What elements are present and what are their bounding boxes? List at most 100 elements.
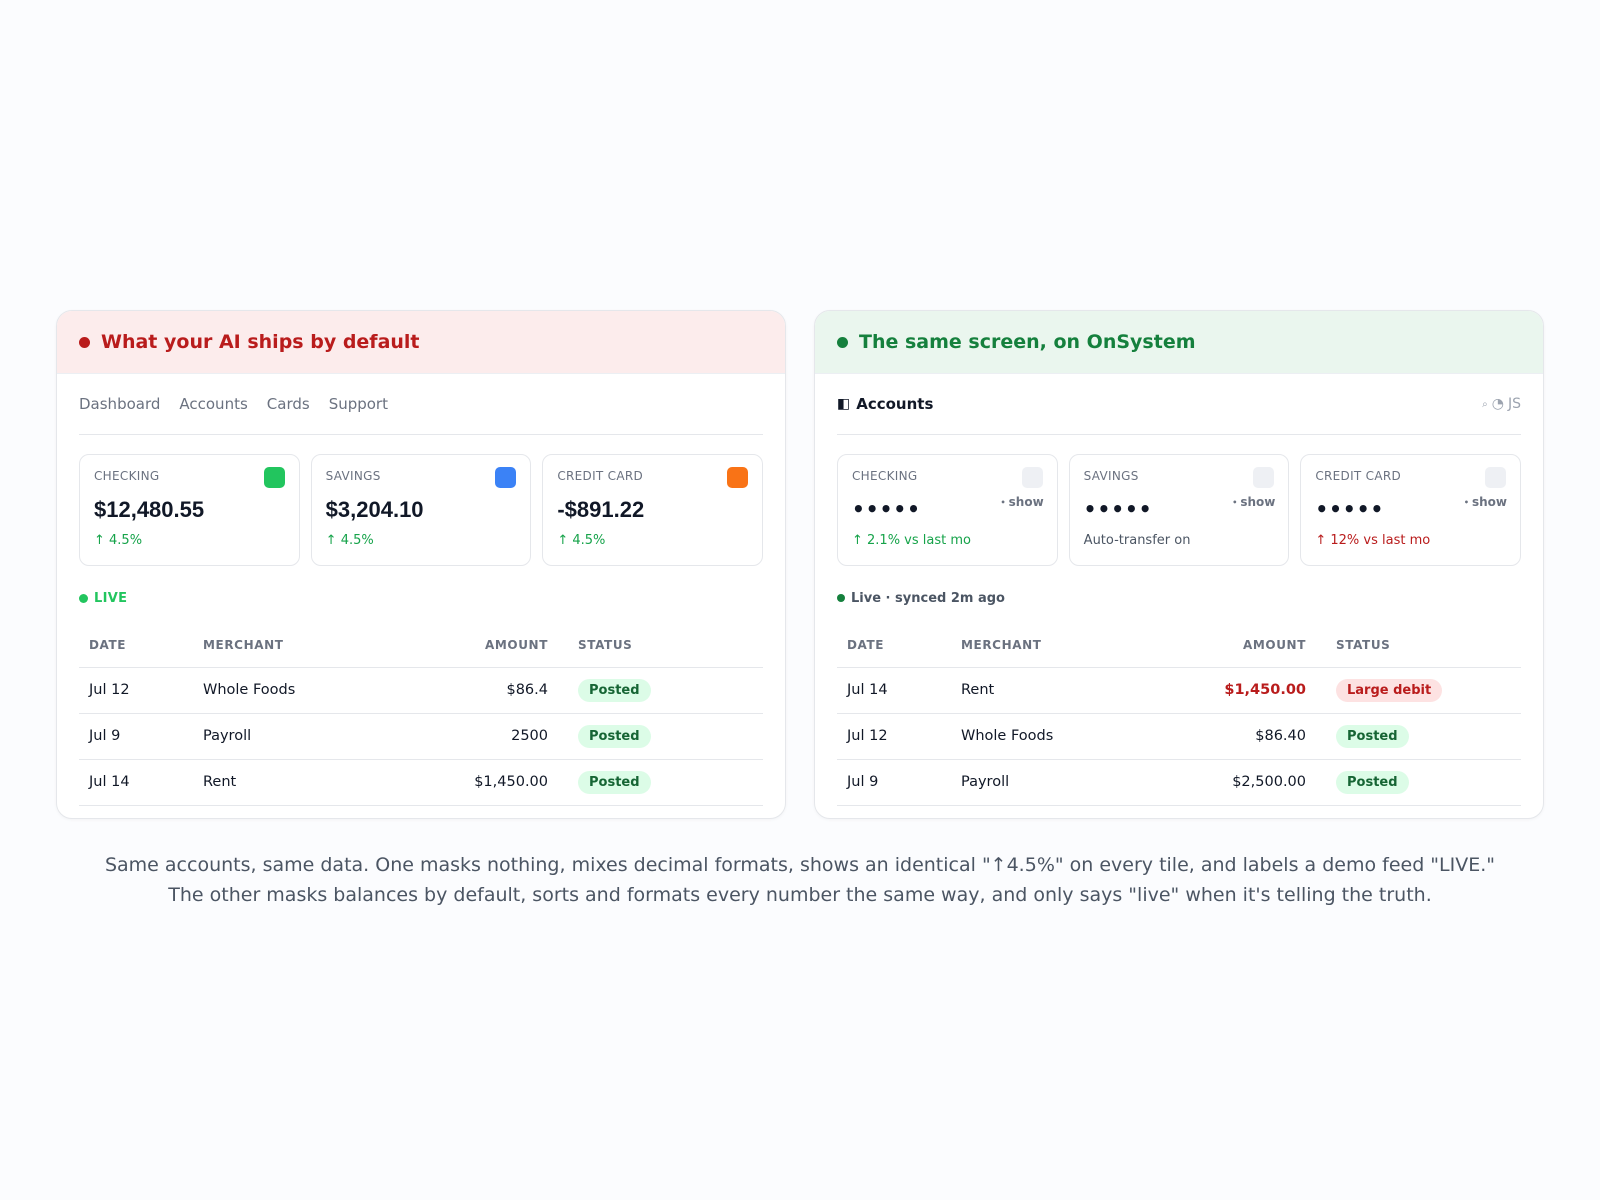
live-label: LIVE <box>94 590 128 606</box>
row-amount: $1,450.00 <box>1131 667 1326 714</box>
tile-change: ↑ 4.5% <box>94 533 143 548</box>
tile-checking[interactable]: CHECKING ••••• • show ↑ 2.1% vs last mo <box>837 454 1058 566</box>
default-ai-panel: What your AI ships by default Dashboard … <box>56 310 786 819</box>
header-merchant[interactable]: MERCHANT <box>951 623 1131 668</box>
sidebar-toggle-icon[interactable]: ◧ <box>837 396 851 412</box>
show-balance-button[interactable]: • show <box>1464 495 1507 509</box>
avatar[interactable]: JS <box>1507 396 1521 412</box>
show-balance-button[interactable]: • show <box>1001 495 1044 509</box>
onsystem-panel: The same screen, on OnSystem ◧ Accounts … <box>814 310 1544 819</box>
table-row[interactable]: Jul 12 Whole Foods $86.4 Posted <box>79 667 763 714</box>
row-date: Jul 14 <box>837 667 951 714</box>
status-badge: Posted <box>578 724 651 748</box>
nav-dashboard[interactable]: Dashboard <box>79 395 161 413</box>
tile-label: CHECKING <box>852 469 918 483</box>
account-color-icon <box>495 467 517 488</box>
tile-change: ↑ 4.5% <box>557 533 606 548</box>
tile-savings[interactable]: SAVINGS $3,204.10 ↑ 4.5% <box>310 454 532 566</box>
search-icon[interactable]: ⌕ <box>1482 398 1488 410</box>
masked-balance: ••••• <box>1083 497 1153 521</box>
panel-header: What your AI ships by default <box>57 311 785 374</box>
tile-savings[interactable]: SAVINGS ••••• • show Auto-transfer on <box>1068 454 1290 566</box>
header-amount[interactable]: AMOUNT <box>373 623 568 668</box>
tile-change: ↑ 4.5% <box>325 533 374 548</box>
table-row[interactable]: Jul 12 Whole Foods $86.40 Posted <box>837 713 1521 760</box>
tile-balance: $12,480.55 <box>94 497 205 522</box>
show-label: show <box>1008 495 1044 509</box>
tile-credit-card[interactable]: CREDIT CARD -$891.22 ↑ 4.5% <box>542 454 764 566</box>
status-badge: Posted <box>1336 770 1409 794</box>
tile-change: ↑ 2.1% vs last mo <box>852 533 971 548</box>
live-dot-icon <box>837 594 845 602</box>
row-date: Jul 12 <box>79 667 193 714</box>
tile-balance: $3,204.10 <box>325 497 424 522</box>
row-merchant: Rent <box>193 759 373 806</box>
table-row[interactable]: Jul 14 Rent $1,450.00 Posted <box>79 759 763 806</box>
accounts-header: ◧ Accounts ⌕ ◔ JS <box>837 374 1521 435</box>
nav-support[interactable]: Support <box>328 395 388 413</box>
account-color-icon <box>1253 467 1275 488</box>
tile-label: SAVINGS <box>325 469 381 483</box>
row-merchant: Whole Foods <box>193 667 373 714</box>
row-date: Jul 9 <box>79 713 193 760</box>
status-badge: Posted <box>578 770 651 794</box>
comparison-caption: Same accounts, same data. One masks noth… <box>0 850 1600 910</box>
transactions-table: DATE MERCHANT AMOUNT STATUS Jul 14 Rent … <box>837 623 1521 806</box>
tile-change: ↑ 12% vs last mo <box>1315 533 1431 548</box>
table-row[interactable]: Jul 14 Rent $1,450.00 Large debit <box>837 667 1521 714</box>
page-title: Accounts <box>856 395 934 413</box>
account-color-icon <box>727 467 749 488</box>
comparison-panels: What your AI ships by default Dashboard … <box>56 310 1544 819</box>
table-row[interactable]: Jul 9 Payroll 2500 Posted <box>79 713 763 760</box>
table-header-row: DATE MERCHANT AMOUNT STATUS <box>837 623 1521 668</box>
show-label: show <box>1472 495 1508 509</box>
top-nav: Dashboard Accounts Cards Support <box>79 374 763 435</box>
tile-balance: -$891.22 <box>557 497 645 522</box>
transactions-table: DATE MERCHANT AMOUNT STATUS Jul 12 Whole… <box>79 623 763 806</box>
row-amount: $2,500.00 <box>1131 759 1326 806</box>
header-date[interactable]: DATE <box>79 623 193 668</box>
red-dot-icon <box>79 336 90 348</box>
account-tiles: CHECKING $12,480.55 ↑ 4.5% SAVINGS $3,20… <box>79 454 764 566</box>
table-header-row: DATE MERCHANT AMOUNT STATUS <box>79 623 763 668</box>
nav-cards[interactable]: Cards <box>266 395 310 413</box>
live-indicator: LIVE <box>79 590 763 606</box>
eye-icon: • <box>1000 498 1006 507</box>
header-tools: ⌕ ◔ JS <box>1482 396 1521 412</box>
status-badge: Posted <box>1336 724 1409 748</box>
panel-title: The same screen, on OnSystem <box>859 331 1196 353</box>
row-amount: $86.40 <box>1131 713 1326 760</box>
eye-icon: • <box>1463 498 1469 507</box>
status-badge: Posted <box>578 678 651 702</box>
table-row[interactable]: Jul 9 Payroll $2,500.00 Posted <box>837 759 1521 806</box>
clock-icon[interactable]: ◔ <box>1491 396 1504 412</box>
account-color-icon <box>1021 467 1043 488</box>
show-label: show <box>1240 495 1276 509</box>
live-dot-icon <box>79 593 88 603</box>
accounts-title-group: ◧ Accounts <box>837 395 933 413</box>
row-merchant: Whole Foods <box>951 713 1131 760</box>
tile-label: CREDIT CARD <box>557 469 644 483</box>
caption-line-1: Same accounts, same data. One masks noth… <box>104 854 1496 876</box>
nav-accounts[interactable]: Accounts <box>179 395 248 413</box>
tile-checking[interactable]: CHECKING $12,480.55 ↑ 4.5% <box>79 454 300 566</box>
header-status[interactable]: STATUS <box>568 623 763 668</box>
row-merchant: Payroll <box>193 713 373 760</box>
row-amount: 2500 <box>373 713 568 760</box>
status-badge: Large debit <box>1336 678 1443 702</box>
header-date[interactable]: DATE <box>837 623 951 668</box>
row-date: Jul 14 <box>79 759 193 806</box>
row-merchant: Rent <box>951 667 1131 714</box>
row-merchant: Payroll <box>951 759 1131 806</box>
row-date: Jul 12 <box>837 713 951 760</box>
show-balance-button[interactable]: • show <box>1232 495 1275 509</box>
account-tiles: CHECKING ••••• • show ↑ 2.1% vs last mo S… <box>837 454 1522 566</box>
row-amount: $86.4 <box>373 667 568 714</box>
header-amount[interactable]: AMOUNT <box>1131 623 1326 668</box>
panel-header: The same screen, on OnSystem <box>815 311 1543 374</box>
header-status[interactable]: STATUS <box>1326 623 1521 668</box>
tile-credit-card[interactable]: CREDIT CARD ••••• • show ↑ 12% vs last mo <box>1300 454 1522 566</box>
masked-balance: ••••• <box>1315 497 1385 521</box>
eye-icon: • <box>1232 498 1238 507</box>
header-merchant[interactable]: MERCHANT <box>193 623 373 668</box>
